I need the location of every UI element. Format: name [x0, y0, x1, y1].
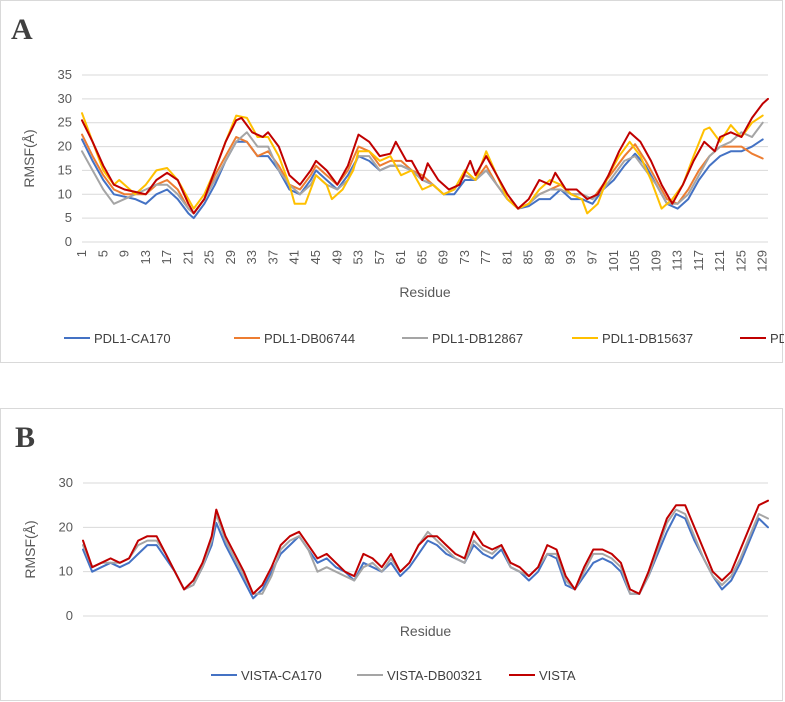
x-tick-label: 121	[712, 250, 727, 272]
legend-entry: PDL1-DB15637	[602, 331, 693, 346]
x-tick-label: 125	[733, 250, 748, 272]
x-tick-label: 57	[372, 250, 387, 264]
x-tick-label: 109	[648, 250, 663, 272]
y-tick-label: 15	[58, 162, 72, 177]
x-tick-label: 85	[521, 250, 536, 264]
x-tick-label: 45	[308, 250, 323, 264]
x-tick-label: 97	[585, 250, 600, 264]
legend-entry: PDL1-DB12867	[432, 331, 523, 346]
x-tick-label: 1	[74, 250, 89, 257]
y-axis-title: RMSF(Å)	[21, 129, 37, 187]
y-tick-label: 10	[59, 564, 73, 579]
x-tick-label: 69	[436, 250, 451, 264]
y-tick-label: 30	[58, 91, 72, 106]
x-tick-label: 41	[287, 250, 302, 264]
chart-b: 0 10 20 30 Residue RMSF(Å) VISTA-CA170 VISTA-DB…	[22, 475, 769, 683]
y-tick-label: 0	[65, 234, 72, 249]
legend-entry: VISTA-CA170	[241, 668, 322, 683]
panel-b: B 0 10 20 30 Residue RMSF(Å) VISTA-CA170 VISTA-…	[0, 408, 783, 701]
y-tick-label: 20	[58, 139, 72, 154]
panel-a: A 0 5 10 15 20 25 30 35 1 5 9 13 17 21 25 29 33 37 41 45 49 5…	[0, 0, 784, 363]
legend-entry: PDL1	[770, 331, 784, 346]
x-tick-label: 101	[606, 250, 621, 272]
y-tick-label: 30	[59, 475, 73, 490]
x-tick-label: 9	[117, 250, 132, 257]
x-tick-label: 113	[670, 250, 685, 271]
x-tick-label: 61	[393, 250, 408, 264]
x-tick-label: 17	[159, 250, 174, 264]
x-axis-title: Residue	[400, 623, 452, 639]
x-tick-label: 105	[627, 250, 642, 272]
x-tick-label: 49	[329, 250, 344, 264]
x-tick-label: 117	[691, 250, 706, 271]
series-line-vista	[82, 499, 769, 595]
legend-entry: VISTA-DB00321	[387, 668, 482, 683]
x-tick-label: 25	[202, 250, 217, 264]
x-tick-label: 93	[563, 250, 578, 264]
y-tick-label: 0	[66, 608, 73, 623]
x-axis-title: Residue	[399, 284, 451, 300]
y-axis-title: RMSF(Å)	[22, 520, 38, 578]
x-tick-label: 73	[457, 250, 472, 264]
x-tick-label: 21	[180, 250, 195, 264]
x-tick-label: 77	[478, 250, 493, 264]
y-tick-label: 35	[58, 67, 72, 82]
legend-entry: VISTA	[539, 668, 576, 683]
x-tick-label: 89	[542, 250, 557, 264]
x-tick-label: 129	[755, 250, 770, 272]
x-tick-label: 29	[223, 250, 238, 264]
legend-entry: PDL1-CA170	[94, 331, 171, 346]
panel-a-label: A	[11, 13, 33, 46]
x-tick-label: 37	[265, 250, 280, 264]
y-tick-label: 20	[59, 519, 73, 534]
series-line-vista-db00321	[82, 508, 769, 595]
x-tick-label: 5	[95, 250, 110, 257]
x-tick-label: 53	[351, 250, 366, 264]
x-tick-label: 13	[138, 250, 153, 264]
y-tick-label: 10	[58, 186, 72, 201]
series-line-pdl1-db15637	[81, 112, 764, 215]
x-tick-label: 65	[414, 250, 429, 264]
x-tick-label: 33	[244, 250, 259, 264]
panel-b-label: B	[15, 421, 36, 454]
legend-entry: PDL1-DB06744	[264, 331, 355, 346]
x-tick-label: 81	[499, 250, 514, 264]
y-tick-label: 25	[58, 115, 72, 130]
y-tick-label: 5	[65, 210, 72, 225]
series-line-pdl1	[81, 97, 769, 215]
